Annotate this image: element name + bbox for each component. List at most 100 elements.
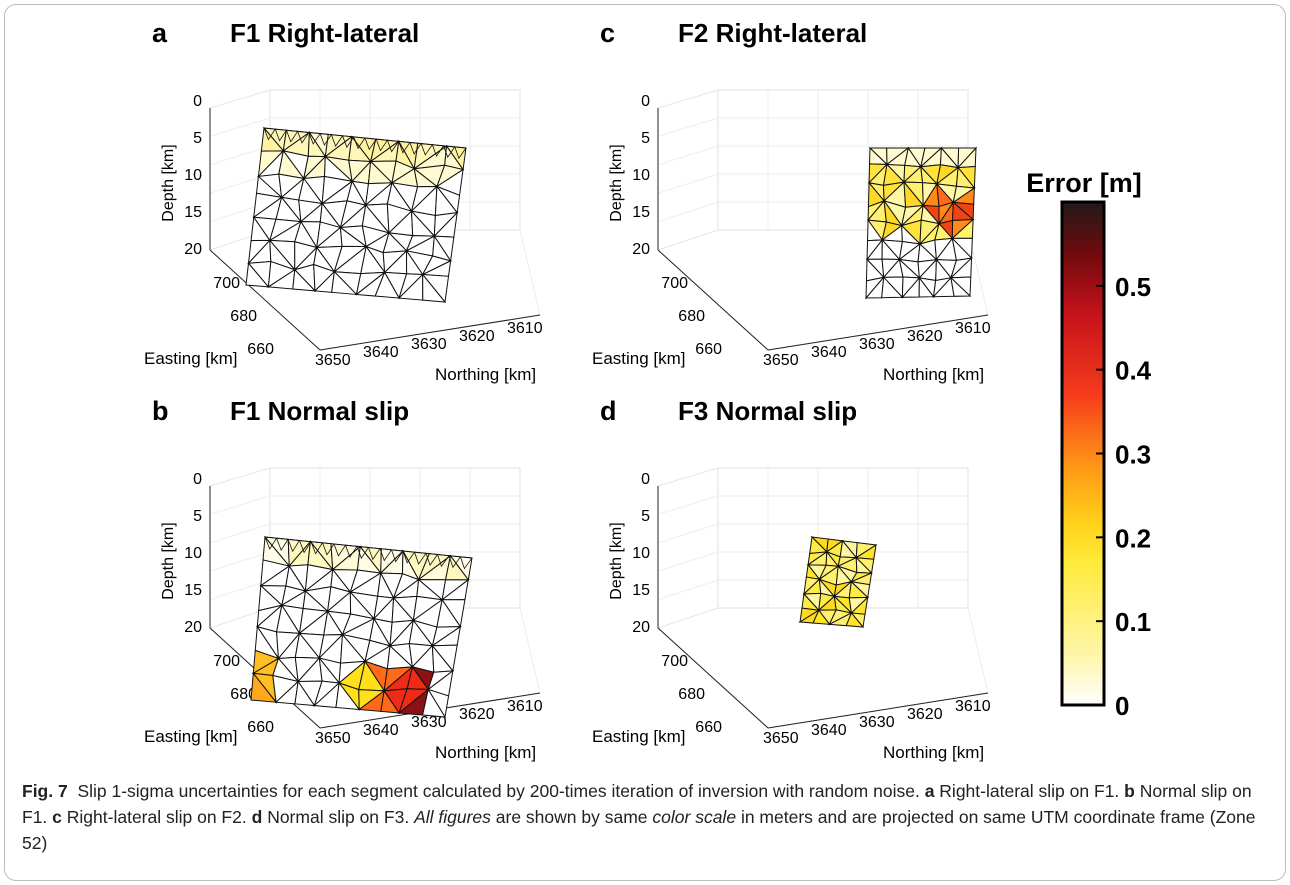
mesh-triangle — [812, 609, 831, 625]
depth-tick-label: 0 — [193, 93, 202, 110]
depth-tick-label: 15 — [632, 582, 650, 599]
mesh-triangle — [330, 134, 344, 148]
mesh-triangle — [422, 273, 447, 303]
mesh-triangle — [310, 541, 324, 555]
mesh-triangle — [250, 672, 278, 703]
northing-axis-label: Northing [km] — [435, 365, 536, 384]
panel-title: F1 Right-lateral — [230, 18, 419, 48]
mesh-triangle — [409, 141, 422, 155]
depth-axis-label: Depth [km] — [160, 522, 177, 599]
easting-axis-label: Easting [km] — [144, 349, 238, 368]
colorbar-tick-label: 0.4 — [1115, 356, 1152, 386]
mesh-triangle — [379, 548, 393, 562]
mesh-triangle — [274, 128, 288, 142]
depth-tick-label: 20 — [184, 619, 202, 636]
mesh-triangle — [390, 549, 404, 563]
northing-tick-label: 3630 — [859, 714, 895, 731]
easting-tick-label: 660 — [247, 719, 274, 736]
northing-tick-label: 3650 — [763, 730, 799, 747]
easting-tick-label: 660 — [247, 341, 274, 358]
mesh-triangle — [308, 131, 321, 145]
fault-mesh — [864, 146, 978, 300]
mesh-triangle — [245, 262, 270, 288]
caption-italic-1: All figures — [414, 807, 491, 827]
depth-axis-label: Depth [km] — [608, 522, 625, 599]
fault-mesh — [250, 535, 473, 719]
mesh-triangle — [881, 276, 904, 299]
caption-c-label: c — [52, 807, 62, 827]
mesh-triangle — [364, 137, 377, 151]
depth-tick-label: 20 — [632, 241, 650, 258]
mesh-triangle — [321, 542, 335, 556]
panel-title: F3 Normal slip — [678, 396, 857, 426]
northing-tick-label: 3650 — [763, 352, 799, 369]
easting-tick-label: 660 — [695, 341, 722, 358]
colorbar-tick-label: 0.5 — [1115, 272, 1151, 302]
depth-tick-label: 5 — [193, 508, 202, 525]
mesh-triangle — [459, 556, 473, 570]
figure-frame — [4, 4, 1286, 881]
caption-text: Slip 1-sigma uncertainties for each segm… — [77, 781, 920, 801]
mesh-triangle — [263, 127, 276, 141]
mesh-triangle — [275, 537, 289, 552]
colorbar-tick-label: 0.1 — [1115, 607, 1151, 637]
caption-text-2: are shown by same — [495, 807, 648, 827]
depth-tick-label: 15 — [632, 204, 650, 221]
mesh-triangle — [454, 146, 467, 160]
mesh-triangle — [422, 688, 446, 718]
colorbar-tick-label: 0.2 — [1115, 523, 1151, 553]
mesh-triangle — [918, 276, 935, 298]
mesh-triangle — [298, 540, 312, 554]
depth-tick-label: 10 — [184, 167, 202, 184]
depth-tick-label: 0 — [641, 471, 650, 488]
northing-tick-label: 3620 — [459, 706, 495, 723]
panel-a: 0 5 10 15 20 Depth [km] 700 680 660 Easting [km] 3… — [144, 18, 543, 384]
mesh-triangle — [297, 130, 310, 144]
northing-tick-label: 3630 — [411, 336, 447, 353]
panel-letter: b — [152, 396, 169, 426]
mesh-triangle — [341, 135, 355, 149]
panel-d: 0 5 10 15 20 Depth [km] 700 680 660 Easting [km] 3… — [592, 396, 991, 762]
easting-axis-label: Easting [km] — [592, 727, 686, 746]
mesh-triangle — [431, 144, 445, 157]
mesh-triangle — [448, 555, 462, 569]
caption-fig-label: Fig. 7 — [22, 781, 68, 801]
easting-tick-label: 680 — [230, 308, 257, 325]
northing-tick-label: 3630 — [859, 336, 895, 353]
mesh-triangle — [294, 680, 316, 707]
northing-tick-label: 3650 — [315, 352, 351, 369]
northing-tick-label: 3610 — [955, 698, 991, 715]
mesh-triangle — [344, 544, 358, 558]
caption-a-label: a — [924, 781, 935, 801]
fault-mesh — [245, 126, 467, 304]
northing-tick-label: 3640 — [363, 722, 399, 739]
caption-italic-2: color scale — [652, 807, 737, 827]
northing-tick-label: 3620 — [907, 328, 943, 345]
northing-tick-label: 3650 — [315, 730, 351, 747]
caption-b-label: b — [1124, 781, 1135, 801]
mesh-triangle — [356, 545, 370, 560]
northing-axis-label: Northing [km] — [435, 743, 536, 762]
mesh-triangle — [367, 547, 381, 561]
easting-tick-label: 680 — [230, 686, 257, 703]
depth-axis-label: Depth [km] — [160, 144, 177, 221]
easting-tick-label: 680 — [678, 686, 705, 703]
caption-b-text: Normal slip on F1. — [22, 781, 1252, 827]
panel-title: F1 Normal slip — [230, 396, 409, 426]
easting-tick-label: 700 — [661, 275, 688, 292]
mesh-triangle — [425, 552, 439, 566]
mesh-triangle — [319, 133, 333, 146]
easting-tick-label: 700 — [213, 653, 240, 670]
northing-tick-label: 3610 — [955, 320, 991, 337]
mesh-triangle — [333, 543, 347, 557]
colorbar: Error [m] 0.5 0.4 0.3 0.2 0.1 0 — [1026, 168, 1151, 721]
depth-tick-label: 10 — [184, 545, 202, 562]
caption-d-text: Normal slip on F3. — [267, 807, 410, 827]
colorbar-title: Error [m] — [1026, 168, 1142, 198]
mesh-triangle — [285, 129, 299, 143]
mesh-triangle — [398, 140, 411, 154]
depth-tick-label: 15 — [184, 204, 202, 221]
depth-tick-label: 5 — [193, 130, 202, 147]
figure-caption: Fig. 7 Slip 1-sigma uncertainties for ea… — [22, 778, 1267, 856]
easting-tick-label: 660 — [695, 719, 722, 736]
